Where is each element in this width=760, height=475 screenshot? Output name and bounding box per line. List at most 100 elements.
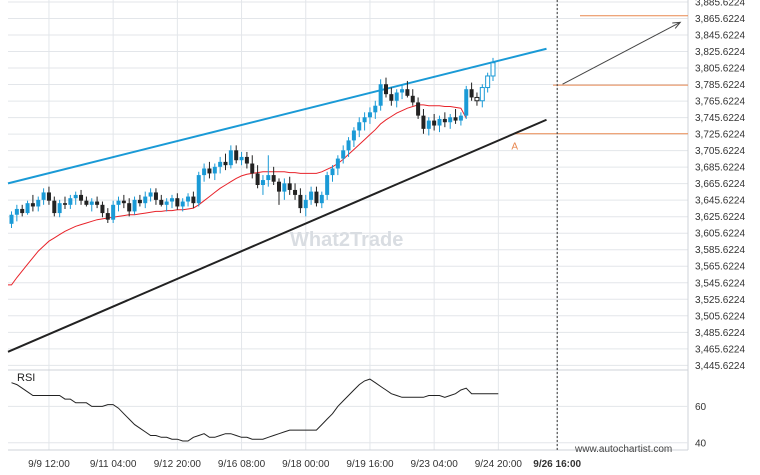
candle (394, 92, 399, 101)
candle (341, 150, 346, 159)
candle (335, 158, 340, 169)
candle (202, 168, 207, 176)
what2trade-watermark: What2Trade (290, 229, 403, 251)
price-tick-label: 3,525.6224 (695, 295, 745, 306)
candle (464, 89, 469, 116)
candle (234, 150, 239, 161)
candle (416, 102, 421, 116)
price-tick-label: 3,745.6224 (695, 113, 745, 124)
price-tick-label: 3,645.6224 (695, 196, 745, 207)
price-tick-label: 3,705.6224 (695, 146, 745, 157)
candle (485, 75, 491, 89)
candle (437, 118, 442, 126)
candle (105, 213, 110, 220)
time-tick-label: 9/24 20:00 (475, 459, 523, 470)
price-tick-label: 3,625.6224 (695, 212, 745, 223)
candle (260, 180, 265, 185)
candle (95, 201, 100, 205)
candle (309, 191, 314, 200)
candle (170, 198, 174, 202)
time-tick-label: 9/11 04:00 (90, 459, 137, 470)
candles (9, 0, 558, 450)
candle (84, 200, 89, 205)
moving-average-line (8, 104, 467, 286)
candle (244, 156, 249, 164)
candle (143, 196, 148, 204)
candle (196, 175, 201, 204)
candle (277, 181, 281, 192)
candle (41, 192, 46, 200)
candle (373, 105, 378, 113)
rsi-panel: 60 40 (11, 378, 707, 449)
price-tick-label: 3,505.6224 (695, 311, 745, 322)
candle (250, 163, 255, 174)
horizontal-levels (513, 15, 688, 135)
candle (175, 198, 180, 207)
candle (405, 89, 410, 96)
candle (367, 112, 372, 118)
point-a-label: A (511, 141, 518, 152)
candle (9, 214, 14, 224)
rsi-tick-label: 60 (695, 402, 707, 413)
candle (298, 194, 303, 209)
candle (362, 117, 367, 123)
candle (116, 200, 121, 205)
candle (479, 87, 485, 102)
candle (191, 196, 196, 204)
time-tick-label: 9/12 20:00 (154, 459, 202, 470)
candle (30, 203, 35, 207)
candle (79, 194, 84, 201)
price-tick-label: 3,865.6224 (695, 14, 745, 25)
candle (36, 199, 41, 207)
candle (132, 199, 137, 212)
projection-arrow (562, 21, 682, 85)
price-tick-label: 3,465.6224 (695, 344, 745, 355)
price-tick-label: 3,685.6224 (695, 163, 745, 174)
candle (346, 140, 351, 151)
time-tick-label: 9/26 16:00 (533, 459, 581, 470)
price-tick-label: 3,665.6224 (695, 179, 745, 190)
candle (448, 117, 453, 123)
candle (89, 201, 94, 205)
candle (410, 95, 415, 103)
candle (180, 201, 185, 207)
candle (442, 118, 447, 123)
rsi-line (11, 378, 499, 442)
upper-resistance (7, 47, 547, 185)
candle (271, 175, 276, 182)
candle (148, 192, 153, 197)
projection-arrowhead (672, 21, 682, 29)
price-tick-label: 3,485.6224 (695, 328, 745, 339)
candle (453, 117, 458, 121)
candle (223, 161, 228, 166)
autochartist-footer[interactable]: www.autochartist.com (574, 444, 672, 455)
candle (330, 168, 335, 176)
candle (159, 199, 164, 205)
chart-grid (8, 0, 689, 451)
candle (293, 189, 298, 195)
price-tick-label: 3,605.6224 (695, 229, 745, 240)
lower-support (7, 118, 547, 353)
projection-arrow-line (562, 21, 681, 85)
time-tick-label: 9/18 00:00 (282, 459, 330, 470)
candle (111, 204, 116, 220)
candle (378, 84, 383, 106)
candle (426, 120, 431, 129)
candle (20, 208, 25, 214)
price-tick-label: 3,825.6224 (695, 47, 745, 58)
candle (303, 199, 308, 209)
candle (421, 115, 426, 129)
candle (63, 203, 67, 205)
candle (384, 84, 388, 95)
time-tick-label: 9/19 16:00 (346, 459, 394, 470)
candle (186, 196, 191, 202)
price-tick-label: 3,805.6224 (695, 64, 745, 75)
price-tick-label: 3,565.6224 (695, 262, 745, 273)
price-tick-label: 3,445.6224 (695, 361, 745, 372)
candle (212, 166, 217, 174)
candle (14, 208, 19, 215)
price-tick-label: 3,785.6224 (695, 80, 745, 91)
candle (73, 194, 78, 199)
candle (314, 191, 319, 204)
